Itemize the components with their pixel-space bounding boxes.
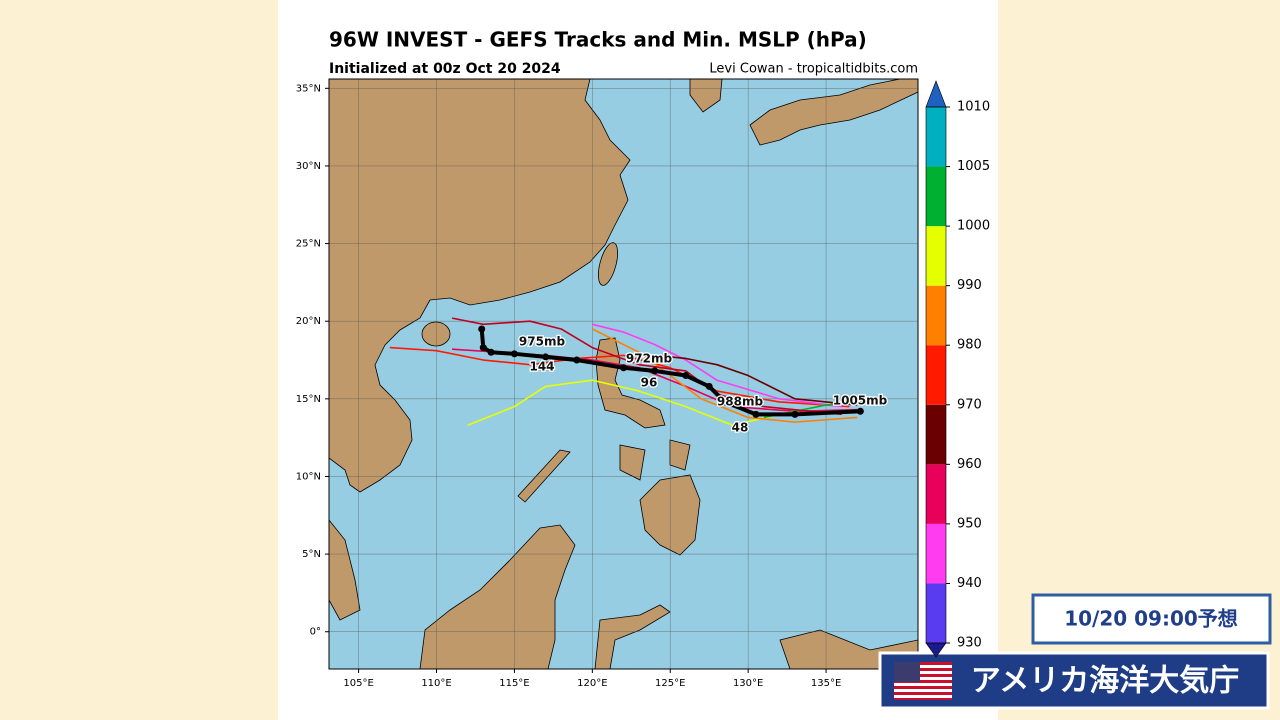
mean-track-point <box>856 407 864 415</box>
colorbar-frame <box>925 106 947 644</box>
colorbar-tick-label: 990 <box>957 278 982 293</box>
forecast-badge <box>1031 593 1272 645</box>
member-track <box>451 317 842 416</box>
y-tick-label: 10°N <box>296 471 321 482</box>
plot <box>329 79 918 669</box>
map-frame <box>328 78 919 670</box>
x-tick-label: 130°E <box>733 678 763 689</box>
mean-track-point <box>721 398 729 406</box>
colorbar-tick-label: 1010 <box>957 100 990 115</box>
colorbar-band <box>926 107 946 167</box>
track-annotation: 972mb <box>626 352 673 366</box>
member-track <box>467 379 842 427</box>
colorbar-tick-label: 930 <box>957 636 982 651</box>
forecast-time: 10/20 09:00予想 <box>1064 607 1238 631</box>
colorbar-band <box>926 404 946 465</box>
member-track <box>654 354 858 406</box>
track-annotation: 988mb <box>717 395 764 409</box>
land <box>329 79 918 669</box>
mean-track-point <box>573 356 581 364</box>
member-track <box>591 328 858 423</box>
sulawesi <box>594 604 671 669</box>
y-tick-label: 35°N <box>296 83 321 94</box>
x-tick-label: 115°E <box>499 678 529 689</box>
x-tick-label: 110°E <box>421 678 451 689</box>
x-tick-label: 105°E <box>343 678 373 689</box>
mean-track-point <box>682 372 690 380</box>
colorbar-tick-label: 970 <box>957 397 982 412</box>
x-tick-label: 135°E <box>811 678 841 689</box>
mean-track-point <box>791 410 799 418</box>
colorbar-band <box>926 345 946 405</box>
colorbar-band <box>926 285 946 346</box>
track-annotation: 1005mb <box>833 394 888 408</box>
x-tick-label: 120°E <box>577 678 607 689</box>
mean-track-point <box>620 364 627 372</box>
mean-track-point <box>510 350 518 358</box>
korea <box>689 79 723 113</box>
asia-mainland <box>329 79 631 493</box>
mean-track <box>479 328 861 417</box>
japan <box>749 79 918 146</box>
y-tick-label: 30°N <box>296 161 321 172</box>
colorbar-band <box>926 583 946 643</box>
mean-track-point <box>478 325 486 333</box>
credit: Levi Cowan - tropicaltidbits.com <box>709 62 918 77</box>
colorbar-tick-label: 960 <box>957 457 982 472</box>
mean-track-point <box>705 382 713 390</box>
colorbar-tick-label: 940 <box>957 576 982 591</box>
colorbar-tick-label: 980 <box>957 338 982 353</box>
taiwan <box>598 242 618 286</box>
y-tick-label: 15°N <box>296 394 321 405</box>
palawan <box>517 449 571 503</box>
visayas <box>619 444 646 481</box>
track-annotation: 96 <box>641 376 658 390</box>
us-flag <box>894 662 952 700</box>
colorbar-band <box>926 464 946 524</box>
borneo <box>419 524 576 669</box>
mean-track-point <box>542 353 550 361</box>
mean-track-point <box>479 344 487 352</box>
colorbar-tick-label: 1005 <box>957 159 990 174</box>
mean-track-point <box>651 367 659 375</box>
hainan <box>421 321 451 347</box>
source-name: アメリカ海洋大気庁 <box>971 664 1240 699</box>
track-annotation: 144 <box>529 360 554 374</box>
x-tick-label: 125°E <box>655 678 685 689</box>
y-tick-label: 5°N <box>302 549 321 560</box>
track-annotation: 975mb <box>519 335 566 349</box>
mean-track-point <box>752 410 760 418</box>
colorbar-band <box>926 523 946 584</box>
track-annotation: 48 <box>732 421 749 435</box>
malay-peninsula <box>329 519 361 621</box>
luzon <box>595 337 666 429</box>
y-tick-label: 25°N <box>296 239 321 250</box>
subtitle: Initialized at 00z Oct 20 2024 <box>329 61 561 77</box>
colorbar-band <box>926 166 946 227</box>
member-track <box>592 323 842 408</box>
colorbar-tick-label: 950 <box>957 516 982 531</box>
y-tick-label: 20°N <box>296 316 321 327</box>
y-tick-label: 0° <box>310 627 321 638</box>
mean-track-point <box>487 348 495 356</box>
colorbar-tick-label: 1000 <box>957 219 990 234</box>
colorbar-band <box>926 226 946 286</box>
member-track <box>389 346 850 408</box>
chart-title: 96W INVEST - GEFS Tracks and Min. MSLP (… <box>329 28 867 52</box>
